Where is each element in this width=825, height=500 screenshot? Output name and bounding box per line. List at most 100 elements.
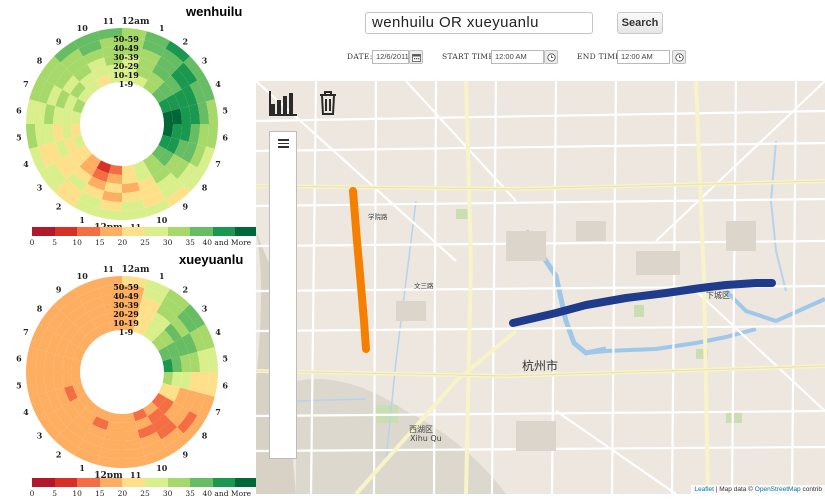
- heat-cell: [104, 303, 122, 315]
- bar-chart-icon: [269, 91, 297, 116]
- heat-cell: [29, 394, 47, 420]
- band-label: 40-49: [113, 43, 139, 53]
- heat-cell: [197, 101, 209, 124]
- heat-cell: [92, 66, 109, 80]
- legend-swatch: [167, 478, 191, 487]
- leaflet-link[interactable]: Leaflet: [694, 486, 714, 493]
- heat-cell: [96, 160, 112, 174]
- heat-cell: [156, 56, 178, 76]
- heat-cell: [122, 456, 147, 468]
- heat-cell: [106, 173, 122, 184]
- heat-cell: [46, 141, 63, 163]
- search-button[interactable]: Search: [617, 12, 663, 34]
- heat-cell: [135, 168, 152, 182]
- heat-cell: [143, 401, 159, 417]
- heat-cell: [122, 276, 147, 288]
- hour-label: 6: [222, 133, 228, 143]
- band-label: 30-39: [113, 52, 139, 62]
- heat-cell: [151, 87, 167, 103]
- heat-cell: [83, 296, 105, 313]
- start-clock-button[interactable]: [544, 50, 558, 64]
- heat-cell: [122, 429, 140, 441]
- end-time-input[interactable]: 12:00 AM: [617, 50, 670, 64]
- heat-cell: [188, 124, 201, 145]
- heat-cell: [137, 423, 157, 439]
- heat-cell: [54, 288, 79, 311]
- end-clock-button[interactable]: [672, 50, 686, 64]
- hour-label: 7: [215, 159, 221, 169]
- heat-cell: [183, 304, 206, 329]
- heat-cell: [72, 382, 86, 398]
- heat-cell: [77, 393, 93, 409]
- legend-swatch: [144, 478, 168, 487]
- heat-cell: [165, 433, 190, 456]
- hour-label: 9: [183, 202, 189, 212]
- heat-cell: [122, 303, 140, 315]
- heat-cell: [122, 55, 140, 67]
- heat-cell: [44, 351, 56, 372]
- hour-label: 4: [23, 407, 29, 417]
- hour-label: 5: [222, 353, 228, 363]
- heat-cell: [162, 124, 173, 138]
- band-label: 1-9: [119, 327, 134, 337]
- legend-swatch: [54, 478, 78, 487]
- search-input[interactable]: wenhuilu OR xueyuanlu: [365, 12, 593, 34]
- chart-button[interactable]: [268, 91, 300, 117]
- attribution-text: | Map data ©: [715, 486, 753, 493]
- heat-cell: [92, 168, 109, 182]
- layer-panel[interactable]: [269, 131, 297, 459]
- hour-label: 3: [202, 56, 208, 66]
- legend-swatch: [144, 227, 168, 236]
- hour-label: 10: [77, 271, 89, 281]
- heat-cell: [83, 431, 105, 448]
- heat-cell: [137, 57, 157, 73]
- heat-cell: [147, 72, 165, 88]
- heat-cell: [73, 166, 92, 184]
- hour-label: 12am: [122, 17, 150, 27]
- heat-cell: [161, 179, 184, 200]
- heat-cell: [158, 134, 172, 150]
- heat-cell: [46, 389, 63, 411]
- map-view[interactable]: 杭州市 西湖区 Xihu Qu 下城区 文三路 学院路 Leaflet | Ma…: [256, 81, 825, 494]
- menu-icon[interactable]: [278, 139, 289, 150]
- heat-cell: [37, 80, 55, 104]
- hour-label: 3: [37, 182, 43, 192]
- heat-cell: [66, 304, 88, 324]
- heat-cell: [64, 385, 78, 402]
- heat-cell: [170, 316, 190, 338]
- calendar-button[interactable]: [409, 50, 423, 64]
- heat-cell: [62, 356, 73, 372]
- osm-link[interactable]: OpenStreetMap: [754, 486, 801, 493]
- hour-label: 7: [23, 79, 29, 89]
- heat-cell: [156, 304, 178, 324]
- heat-cell: [71, 358, 82, 372]
- heat-cell: [173, 139, 189, 159]
- hour-label: 10: [156, 215, 168, 225]
- heat-cell: [181, 141, 198, 163]
- heat-cell: [35, 372, 47, 395]
- heat-cell: [55, 387, 71, 407]
- heat-cell: [142, 39, 166, 57]
- hour-label: 9: [56, 36, 62, 46]
- map-tiles[interactable]: [256, 81, 825, 494]
- heat-cell: [60, 427, 83, 448]
- heat-cell: [26, 372, 38, 397]
- heat-cell: [197, 349, 209, 372]
- legend-tick: 35: [185, 238, 195, 247]
- band-label: 20-29: [113, 309, 139, 319]
- legend-swatch: [122, 478, 145, 487]
- heat-cell: [206, 124, 218, 149]
- heat-cell: [97, 208, 122, 220]
- date-input[interactable]: 12/6/2011: [372, 50, 409, 64]
- heat-cell: [122, 421, 138, 432]
- heat-cell: [179, 106, 191, 124]
- heat-cell: [87, 175, 107, 191]
- hour-label: 6: [16, 105, 22, 115]
- clock-icon: [546, 52, 556, 62]
- heat-cell: [122, 312, 138, 323]
- trash-button[interactable]: [318, 90, 338, 116]
- start-time-input[interactable]: 12:00 AM: [491, 50, 544, 64]
- heat-cell: [147, 408, 165, 424]
- heat-cell: [151, 145, 167, 161]
- legend-swatch: [77, 227, 100, 236]
